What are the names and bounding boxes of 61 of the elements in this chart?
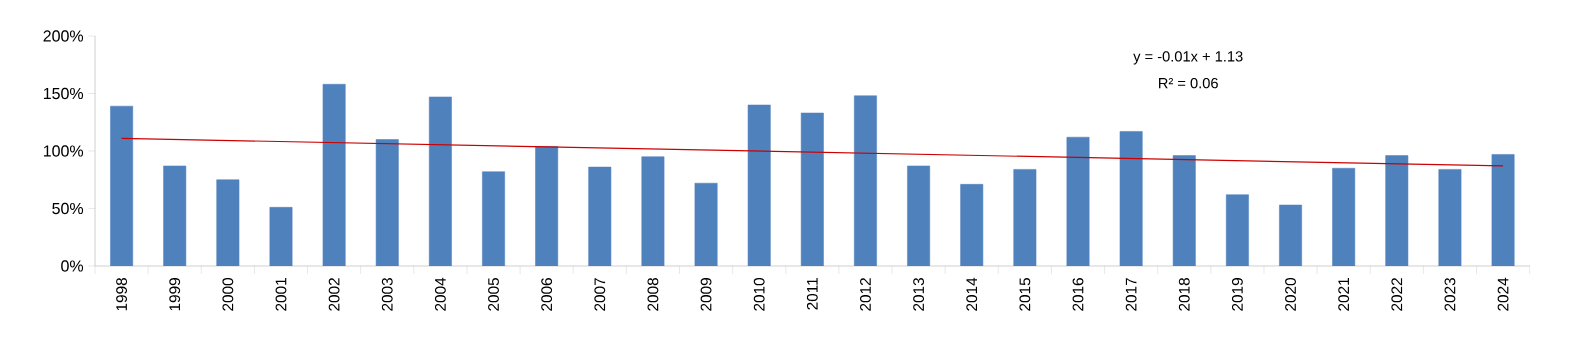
x-tick-label: 2007 — [594, 278, 606, 311]
x-tick-label: 2009 — [700, 278, 712, 311]
x-tick-label: 2013 — [913, 278, 925, 311]
bar — [854, 95, 877, 266]
x-tick-label: 2000 — [222, 277, 234, 311]
y-tick-label: 150% — [43, 87, 84, 100]
bar — [1332, 167, 1356, 266]
bar — [800, 112, 824, 266]
annotation: R² = 0.06 — [1159, 77, 1218, 89]
x-tick-label: 2017 — [1125, 278, 1137, 311]
x-tick-label: 2003 — [381, 278, 393, 311]
y-tick-label: 0% — [61, 260, 84, 272]
x-tick-label: 2011 — [806, 278, 818, 310]
y-tick-label: 50% — [52, 202, 84, 215]
bar — [1013, 169, 1037, 266]
x-tick-label: 2010 — [753, 277, 765, 311]
x-tick-label: 2018 — [1178, 278, 1190, 311]
bar — [482, 171, 505, 266]
x-tick-label: 2020 — [1285, 277, 1296, 311]
x-tick-label: 2021 — [1338, 278, 1350, 311]
x-tick-label: 1999 — [169, 278, 181, 311]
bar — [1438, 169, 1462, 266]
x-tick-label: 2014 — [966, 277, 978, 311]
x-tick-label: 2022 — [1391, 278, 1403, 311]
bar — [428, 96, 452, 266]
x-tick-label: 2001 — [275, 278, 287, 311]
bar — [1279, 204, 1302, 266]
bar — [641, 156, 665, 266]
bar — [1119, 131, 1143, 266]
x-tick-label: 2023 — [1444, 278, 1456, 311]
x-tick-label: 1998 — [116, 278, 128, 311]
bar — [269, 207, 293, 266]
bar — [1172, 155, 1196, 266]
x-tick-label: 2004 — [434, 277, 446, 311]
x-tick-label: 2024 — [1497, 277, 1509, 311]
x-tick-label: 2008 — [647, 278, 659, 311]
bar — [1066, 136, 1090, 266]
x-tick-label: 2016 — [1072, 278, 1084, 311]
bar — [960, 184, 984, 266]
x-tick-label: 2005 — [488, 278, 499, 311]
x-tick-label: 2015 — [1019, 278, 1031, 311]
bar — [747, 104, 771, 266]
bar — [1385, 155, 1409, 266]
bar — [216, 179, 240, 266]
bar — [1491, 154, 1515, 266]
bar — [1225, 194, 1249, 266]
annotation: y = -0.01x + 1.13 — [1133, 51, 1243, 65]
x-tick-label: 2012 — [860, 278, 871, 311]
x-tick-label: 2006 — [541, 278, 553, 311]
bar — [322, 84, 346, 266]
y-tick-label: 100% — [43, 145, 84, 157]
x-tick-label: 2019 — [1231, 278, 1243, 311]
bar — [535, 146, 559, 266]
bar — [110, 105, 134, 266]
bar — [588, 166, 612, 266]
y-tick-label: 200% — [43, 30, 84, 42]
bar — [907, 165, 931, 266]
bar — [694, 182, 718, 266]
bar — [375, 139, 399, 266]
x-tick-label: 2002 — [328, 278, 340, 311]
bar — [163, 165, 187, 266]
